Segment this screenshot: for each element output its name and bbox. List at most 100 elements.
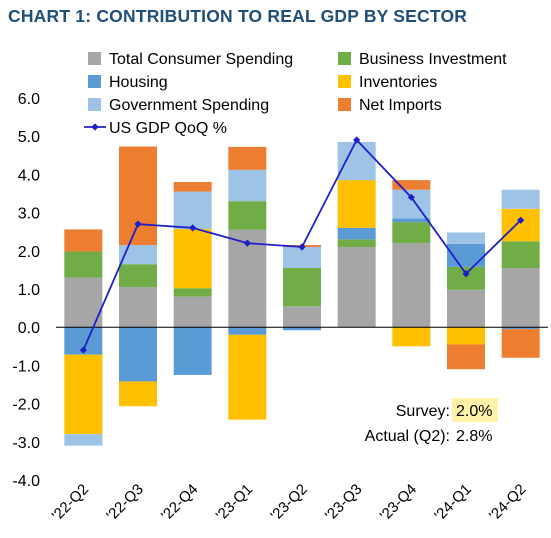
- y-tick-label: -3.0: [12, 435, 40, 452]
- bar-business-investment: [501, 241, 540, 268]
- legend-label: Housing: [109, 74, 168, 91]
- y-tick-label: 1.0: [18, 282, 40, 299]
- gdp-point: [189, 224, 197, 232]
- bar-housing: [173, 327, 212, 375]
- bar-total-consumer-spending: [392, 243, 431, 328]
- bar-inventories: [392, 327, 431, 347]
- bar-net-imports: [64, 229, 103, 252]
- x-tick-label: '22-Q4: [158, 481, 202, 525]
- y-axis: 6.0 5.0 4.0 3.0 2.0 1.0 0.0 -1.0 -2.0 -3.0 -4.0: [12, 91, 40, 490]
- bar-total-consumer-spending: [119, 287, 157, 328]
- actual-value: 2.8%: [456, 428, 492, 445]
- actual-label: Actual (Q2):: [365, 428, 450, 445]
- y-tick-label: -1.0: [12, 358, 40, 375]
- bar-net-imports: [392, 180, 431, 190]
- x-axis: '22-Q2'22-Q3'22-Q4'23-Q1'23-Q2'23-Q3'23-…: [49, 481, 530, 525]
- survey-value-highlight: [452, 398, 498, 422]
- gdp-point: [353, 136, 361, 144]
- x-tick-label: '24-Q1: [431, 481, 475, 525]
- legend-label: US GDP QoQ %: [109, 120, 227, 137]
- bar-business-investment: [392, 222, 431, 244]
- bar-net-imports: [447, 344, 485, 370]
- x-tick-label: '22-Q2: [49, 481, 93, 525]
- bar-total-consumer-spending: [173, 296, 212, 328]
- bar-net-imports: [501, 329, 540, 358]
- y-tick-label: 0.0: [18, 320, 40, 337]
- bar-housing: [283, 327, 321, 331]
- legend-label: Government Spending: [109, 97, 269, 114]
- bar-housing: [337, 227, 376, 240]
- bar-inventories: [447, 327, 485, 345]
- annotations: Survey: 2.0% Actual (Q2): 2.8%: [365, 398, 498, 445]
- x-tick-label: '22-Q3: [103, 481, 147, 525]
- gdp-line-series: [79, 136, 525, 354]
- y-tick-label: 3.0: [18, 206, 40, 223]
- bar-government-spending: [447, 232, 485, 244]
- bar-inventories: [337, 180, 376, 228]
- legend: Total Consumer Spending Business Investme…: [84, 51, 507, 137]
- bar-net-imports: [119, 146, 157, 246]
- bar-government-spending: [283, 246, 321, 268]
- gdp-point: [462, 270, 470, 278]
- chart-title: CHART 1: CONTRIBUTION TO REAL GDP BY SEC…: [8, 6, 468, 26]
- survey-label: Survey:: [396, 403, 450, 420]
- bar-business-investment: [119, 264, 157, 288]
- bar-housing: [392, 218, 431, 223]
- legend-swatch-housing: [88, 75, 101, 88]
- bar-total-consumer-spending: [501, 267, 540, 328]
- y-tick-label: 4.0: [18, 167, 40, 184]
- y-tick-label: -4.0: [12, 473, 40, 490]
- bar-inventories: [501, 208, 540, 242]
- bar-government-spending: [119, 245, 157, 265]
- bar-total-consumer-spending: [447, 289, 485, 328]
- legend-swatch-government-spending: [88, 98, 101, 111]
- legend-label: Inventories: [359, 74, 437, 91]
- x-tick-label: '23-Q1: [213, 481, 257, 525]
- legend-swatch-total-consumer-spending: [88, 52, 101, 65]
- bar-government-spending: [228, 169, 267, 202]
- bar-net-imports: [173, 182, 212, 192]
- gdp-point: [517, 216, 525, 224]
- bar-housing: [119, 327, 157, 382]
- y-tick-label: 5.0: [18, 129, 40, 146]
- bar-government-spending: [173, 191, 212, 230]
- bar-business-investment: [283, 267, 321, 307]
- gdp-point: [79, 346, 87, 354]
- bar-inventories: [173, 229, 212, 289]
- bar-government-spending: [64, 434, 103, 446]
- bar-housing: [228, 327, 267, 335]
- survey-value: 2.0%: [456, 403, 492, 420]
- gdp-point: [243, 239, 251, 247]
- legend-line-marker: [91, 123, 99, 131]
- bar-government-spending: [501, 189, 540, 209]
- bar-total-consumer-spending: [283, 306, 321, 328]
- y-tick-label: 6.0: [18, 91, 40, 108]
- legend-swatch-net-imports: [338, 98, 351, 111]
- bar-business-investment: [337, 239, 376, 247]
- gdp-point: [134, 220, 142, 228]
- bar-business-investment: [228, 201, 267, 230]
- legend-swatch-inventories: [338, 75, 351, 88]
- bar-inventories: [119, 381, 157, 407]
- bar-net-imports: [228, 146, 267, 170]
- legend-label: Net Imports: [359, 97, 442, 114]
- bar-housing: [501, 327, 540, 330]
- bar-inventories: [64, 354, 103, 435]
- legend-label: Total Consumer Spending: [109, 51, 293, 68]
- y-tick-label: -2.0: [12, 397, 40, 414]
- gdp-point: [407, 193, 415, 201]
- gdp-point: [298, 243, 306, 251]
- bar-business-investment: [173, 288, 212, 297]
- bar-total-consumer-spending: [337, 246, 376, 328]
- legend-label: Business Investment: [359, 51, 507, 68]
- bars: [64, 141, 540, 446]
- x-tick-label: '23-Q3: [322, 481, 366, 525]
- x-tick-label: '24-Q2: [486, 481, 530, 525]
- bar-business-investment: [447, 266, 485, 290]
- bar-government-spending: [337, 141, 376, 181]
- x-tick-label: '23-Q4: [377, 481, 421, 525]
- x-tick-label: '23-Q2: [267, 481, 311, 525]
- bar-inventories: [228, 334, 267, 420]
- legend-swatch-business-investment: [338, 52, 351, 65]
